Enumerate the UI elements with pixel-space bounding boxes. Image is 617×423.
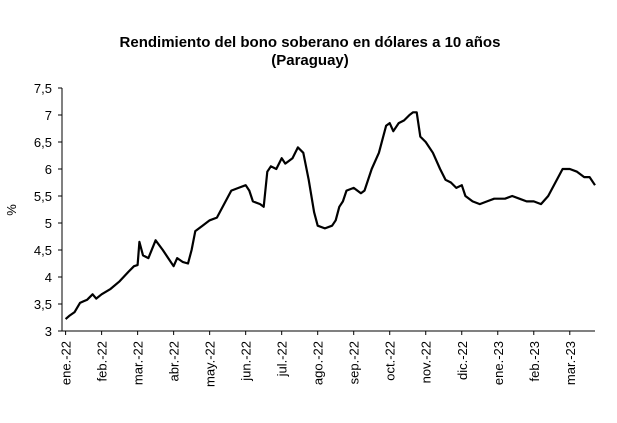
x-tick-label: feb.-23: [527, 341, 542, 381]
y-tick-label: 5,5: [34, 189, 52, 204]
chart-title: Rendimiento del bono soberano en dólares…: [120, 34, 501, 51]
x-tick-label: ene.-22: [59, 341, 74, 385]
y-tick-label: 3: [45, 324, 52, 339]
x-tick-label: feb.-22: [95, 341, 110, 381]
y-tick-label: 7,5: [34, 81, 52, 96]
x-tick-label: mar.-22: [131, 341, 146, 385]
x-tick-label: nov.-22: [419, 341, 434, 383]
x-tick-label: ago.-22: [311, 341, 326, 385]
x-tick-label: sep.-22: [347, 341, 362, 384]
x-tick-label: abr.-22: [167, 341, 182, 381]
y-tick-label: 7: [45, 108, 52, 123]
y-tick-label: 3,5: [34, 297, 52, 312]
x-tick-label: jul.-22: [275, 341, 290, 377]
y-tick-label: 6,5: [34, 135, 52, 150]
x-tick-label: dic.-22: [455, 341, 470, 380]
x-tick-label: mar.-23: [563, 341, 578, 385]
chart-subtitle: (Paraguay): [271, 52, 349, 69]
y-axis-label: %: [4, 204, 19, 216]
x-tick-label: may.-22: [203, 341, 218, 387]
line: [64, 111, 596, 320]
y-tick-label: 4,5: [34, 243, 52, 258]
x-tick-label: jun.-22: [239, 341, 254, 382]
y-tick-label: 4: [45, 270, 52, 285]
x-tick-label: ene.-23: [491, 341, 506, 385]
x-tick-label: oct.-22: [383, 341, 398, 381]
y-tick-label: 5: [45, 216, 52, 231]
y-tick-label: 6: [45, 162, 52, 177]
